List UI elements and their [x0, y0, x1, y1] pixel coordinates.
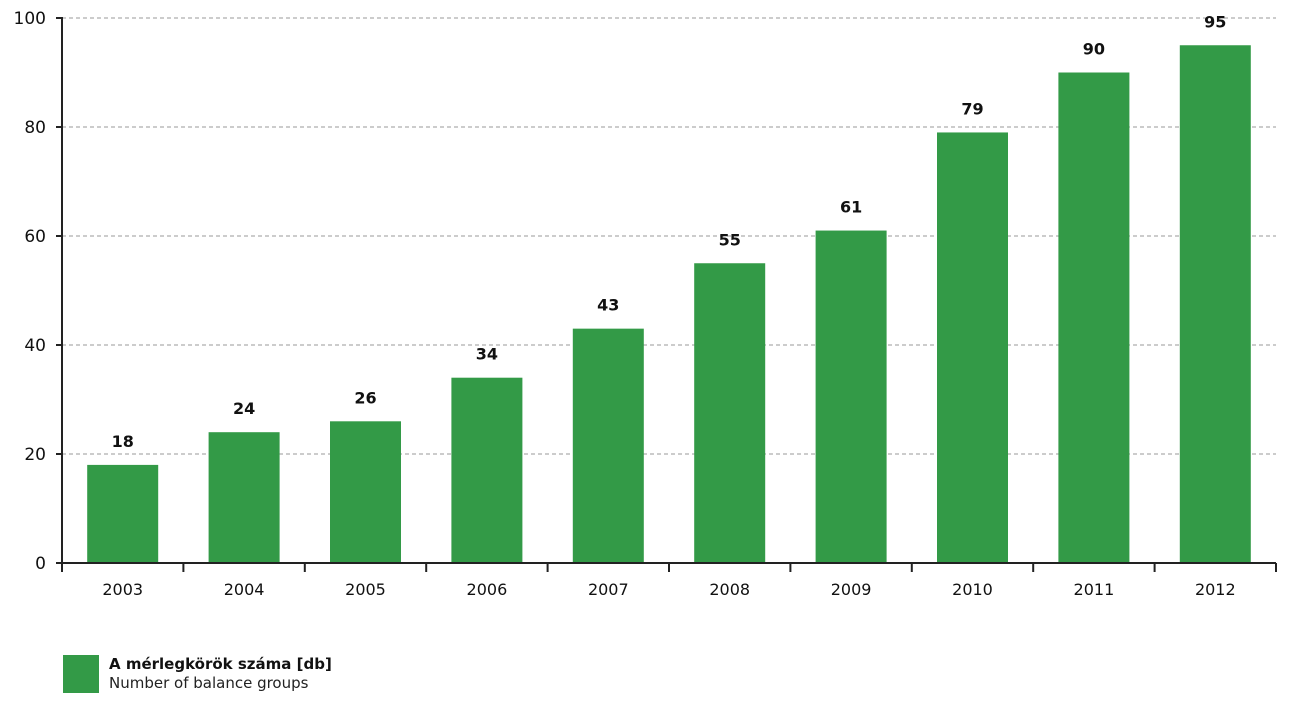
- x-tick-label: 2010: [952, 580, 993, 599]
- data-label: 55: [719, 230, 741, 249]
- x-tick-label: 2011: [1074, 580, 1115, 599]
- data-label: 90: [1083, 40, 1105, 59]
- data-label: 26: [354, 388, 376, 407]
- data-label: 95: [1204, 12, 1226, 31]
- x-tick-label: 2003: [102, 580, 143, 599]
- legend-label-en: Number of balance groups: [109, 674, 309, 692]
- x-tick-label: 2006: [467, 580, 508, 599]
- legend-swatch: [63, 655, 99, 693]
- data-label: 18: [112, 432, 134, 451]
- y-tick-label: 40: [24, 336, 46, 356]
- bar: [572, 328, 644, 563]
- y-tick-label: 100: [14, 9, 46, 29]
- y-tick-label: 80: [24, 118, 46, 138]
- legend-label-hu: A mérlegkörök száma [db]: [109, 655, 332, 673]
- data-labels: 18 24 26 34 43 55 61 79 90 95: [112, 12, 1227, 451]
- bar: [451, 377, 523, 563]
- x-tick-label: 2005: [345, 580, 386, 599]
- data-label: 34: [476, 345, 498, 364]
- data-label: 61: [840, 198, 862, 217]
- y-tick-label: 60: [24, 227, 46, 247]
- data-label: 43: [597, 296, 619, 315]
- bar: [937, 132, 1008, 563]
- bar: [1179, 45, 1251, 563]
- bar: [208, 432, 280, 563]
- legend-text: A mérlegkörök száma [db] Number of balan…: [109, 655, 332, 693]
- x-tick-label: 2008: [709, 580, 750, 599]
- axes: 0 20 40 60 80 100 2003 2004 2005 2006 2007 2008 2009…: [14, 9, 1277, 599]
- y-tick-label: 0: [35, 554, 46, 574]
- bar: [1058, 72, 1130, 563]
- x-tick-label: 2012: [1195, 580, 1236, 599]
- bar: [330, 421, 401, 563]
- bar: [694, 263, 766, 563]
- bars: [87, 45, 1251, 564]
- x-tick-label: 2004: [224, 580, 265, 599]
- data-label: 79: [961, 99, 983, 118]
- data-label: 24: [233, 399, 255, 418]
- y-tick-label: 20: [24, 445, 46, 465]
- x-tick-label: 2007: [588, 580, 629, 599]
- bar: [815, 230, 887, 564]
- x-tick-label: 2009: [831, 580, 872, 599]
- bar-chart: 0 20 40 60 80 100 2003 2004 2005 2006 2007 2008 2009…: [14, 9, 1277, 599]
- bar: [87, 464, 159, 563]
